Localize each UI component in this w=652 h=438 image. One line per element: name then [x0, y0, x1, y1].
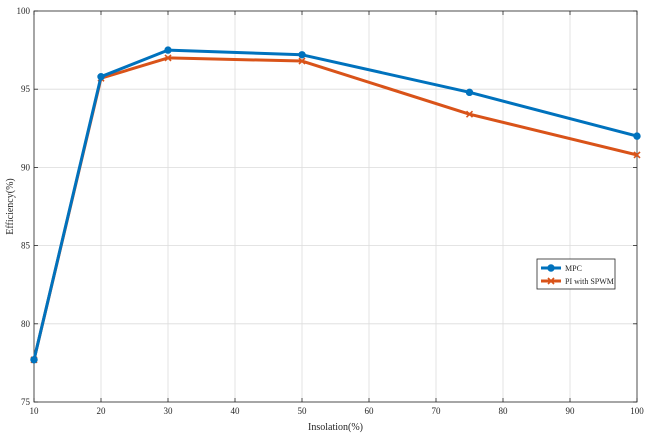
- legend-box: [536, 258, 616, 290]
- marker-stroke: [164, 54, 172, 62]
- x-axis-label: Insolation(%): [308, 422, 363, 433]
- legend-marker: [547, 264, 555, 272]
- y-tick-label: 100: [17, 6, 31, 16]
- y-tick-label: 80: [21, 319, 31, 329]
- series-line: [32, 56, 638, 361]
- x-tick-label: 10: [30, 406, 40, 416]
- marker-stroke: [633, 151, 641, 159]
- legend-entries: MPC PI with SPWM: [541, 264, 614, 286]
- data-point: [298, 51, 306, 59]
- data-point: [633, 132, 641, 140]
- x-tick-label: 40: [231, 406, 241, 416]
- data-point: [97, 72, 105, 81]
- series-area: [30, 46, 641, 364]
- y-tick-label: 90: [21, 162, 31, 172]
- x-tick-label: 50: [298, 406, 308, 416]
- data-point: [298, 57, 306, 65]
- legend-label: PI with SPWM: [565, 277, 614, 286]
- data-point: [30, 356, 38, 364]
- axes: 10 20 30 40 50 60 70 80 90 100 75 80 85 90 95 100: [17, 6, 645, 416]
- plot-frame: [33, 10, 638, 403]
- series-pi-spwm: [30, 54, 641, 364]
- data-point: [465, 110, 474, 118]
- x-tick-label: 80: [499, 406, 509, 416]
- series-line: [32, 48, 638, 361]
- x-tick-label: 100: [630, 406, 644, 416]
- x-tick-label: 70: [432, 406, 442, 416]
- marker-stroke: [465, 110, 474, 118]
- data-point: [633, 151, 641, 159]
- legend-entry: PI with SPWM: [541, 277, 614, 286]
- y-axis-label: Efficiency(%): [5, 178, 16, 234]
- x-tick-label: 20: [97, 406, 107, 416]
- x-tick-label: 90: [566, 406, 576, 416]
- x-tick-label: 30: [164, 406, 174, 416]
- legend-entry: MPC: [541, 264, 582, 273]
- legend-marker: [547, 277, 555, 285]
- legend: MPC PI with SPWM: [536, 258, 616, 290]
- marker-stroke: [298, 57, 306, 65]
- data-point: [164, 54, 172, 62]
- series-mpc: [30, 46, 641, 364]
- y-tick-label: 85: [21, 241, 31, 251]
- x-tick-label: 60: [365, 406, 375, 416]
- y-tick-label: 75: [21, 397, 31, 407]
- data-point: [465, 88, 474, 97]
- y-tick-label: 95: [21, 84, 31, 94]
- data-point: [164, 46, 172, 54]
- legend-label: MPC: [565, 264, 582, 273]
- marker-stroke: [547, 277, 555, 285]
